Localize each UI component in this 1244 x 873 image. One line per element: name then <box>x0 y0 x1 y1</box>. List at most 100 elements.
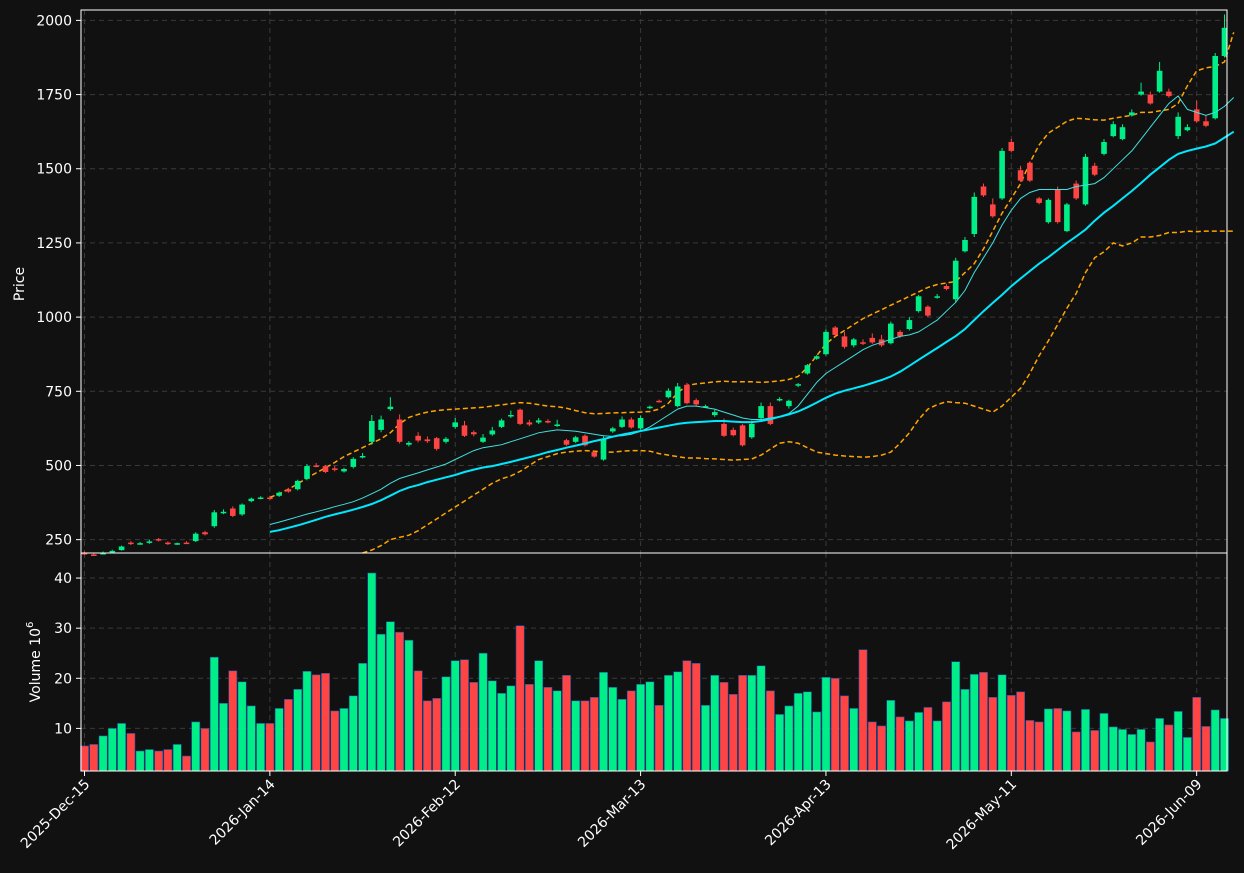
candle-body <box>294 480 301 490</box>
candle-body <box>480 437 486 442</box>
volume-bar <box>209 656 219 772</box>
candle-body <box>545 421 551 423</box>
volume-bar <box>302 670 312 772</box>
volume-bar <box>775 714 784 772</box>
volume-bar <box>80 745 89 772</box>
volume-tick-label: 10 <box>54 721 72 737</box>
candle-body <box>619 419 625 427</box>
volume-bar <box>580 700 590 772</box>
candle-body <box>424 439 431 442</box>
volume-bar <box>265 723 275 772</box>
candle-body <box>628 419 635 428</box>
candle-body <box>582 435 588 446</box>
candle-body <box>239 504 245 515</box>
candle-body <box>1193 109 1200 122</box>
price-tick-label: 1000 <box>36 310 72 326</box>
candle-body <box>146 541 153 543</box>
candle-body <box>860 342 866 344</box>
candle-body <box>600 438 607 460</box>
volume-bar <box>617 698 627 772</box>
volume-bar <box>348 695 358 772</box>
volume-bar <box>497 692 506 772</box>
volume-bar <box>293 688 303 772</box>
volume-bar <box>1127 734 1137 772</box>
price-tick-label: 1250 <box>36 236 72 252</box>
volume-bar <box>404 639 414 772</box>
price-tick-label: 1500 <box>36 162 72 178</box>
candle-body <box>990 204 996 217</box>
candle-body <box>823 331 829 355</box>
candle-body <box>962 240 968 252</box>
volume-bar <box>237 681 247 772</box>
volume-bar <box>154 750 164 772</box>
candle-body <box>739 425 746 446</box>
volume-bar <box>784 705 794 772</box>
volume-bar <box>923 707 933 772</box>
volume-bar <box>339 708 349 772</box>
candle-body <box>304 466 310 479</box>
volume-bar <box>821 676 831 772</box>
candle-body <box>554 424 560 426</box>
volume-bar <box>849 708 859 772</box>
volume-bar <box>1034 721 1044 772</box>
candle-body <box>452 422 458 427</box>
volume-bar <box>182 755 191 772</box>
candle-body <box>925 306 931 316</box>
candle-body <box>1027 162 1033 181</box>
candle-body <box>1212 56 1218 119</box>
volume-bar <box>89 744 99 772</box>
candle-body <box>526 422 533 425</box>
volume-bar <box>1090 730 1100 772</box>
price-tick-label: 500 <box>45 458 72 474</box>
volume-bar <box>543 686 553 772</box>
volume-bar <box>663 674 673 772</box>
candle-body <box>915 296 922 312</box>
volume-bar <box>1164 724 1174 772</box>
candle-body <box>155 539 162 541</box>
candle-body <box>591 452 598 457</box>
candle-body <box>248 498 255 502</box>
volume-bar <box>330 710 340 772</box>
candle-body <box>999 150 1005 199</box>
volume-bar <box>932 720 942 772</box>
candle-body <box>517 409 523 424</box>
candle-body <box>1017 170 1024 181</box>
candle-body <box>971 196 978 234</box>
volume-bar <box>1183 737 1192 772</box>
volume-bar <box>395 631 404 772</box>
volume-bar <box>469 681 479 772</box>
volume-bar <box>422 700 432 772</box>
candle-body <box>276 492 282 496</box>
candle-body <box>313 465 319 467</box>
volume-bar <box>571 700 581 772</box>
candle-body <box>535 420 542 423</box>
volume-bar <box>256 723 265 772</box>
volume-bar <box>1044 708 1053 772</box>
volume-panel-frame <box>80 552 1228 772</box>
volume-bar <box>673 671 683 772</box>
volume-bar <box>432 697 442 772</box>
volume-bar <box>960 688 970 772</box>
candle-body <box>109 550 116 553</box>
candle-body <box>387 406 394 410</box>
price-tick-label: 2000 <box>36 13 72 29</box>
candle-body <box>897 331 903 337</box>
candle-body <box>1045 199 1052 223</box>
candle-body <box>1138 91 1144 95</box>
volume-bar <box>191 721 201 772</box>
volume-bar <box>747 674 757 772</box>
volume-bar <box>756 665 766 772</box>
candle-body <box>350 458 357 467</box>
volume-bar <box>163 749 173 772</box>
volume-bar <box>969 673 979 772</box>
candle-body <box>489 430 496 435</box>
volume-bar <box>979 671 988 772</box>
volume-bar <box>867 721 877 772</box>
volume-bar <box>997 674 1007 772</box>
volume-bar <box>385 621 395 772</box>
volume-y-ticks: 10 20 30 40 <box>54 571 81 737</box>
candle-body <box>100 553 106 555</box>
candle-body <box>1101 142 1107 154</box>
upper-band-line <box>269 32 1235 499</box>
volume-bar <box>608 686 618 772</box>
